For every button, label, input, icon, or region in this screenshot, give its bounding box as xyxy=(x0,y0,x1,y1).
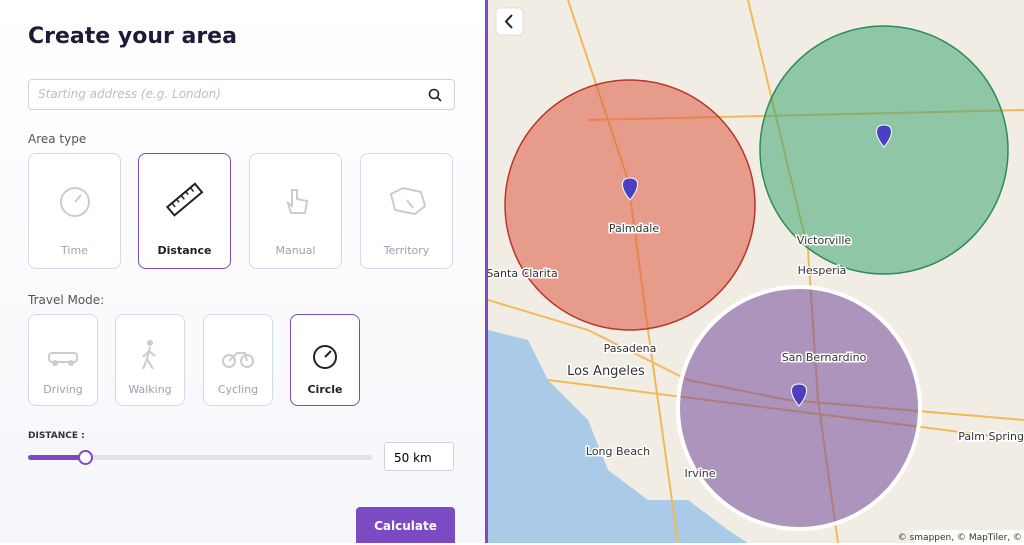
attribution: © smappen, © MapTiler, © xyxy=(898,533,1022,543)
map-label: Santa Clarita xyxy=(488,267,558,280)
map-label: Victorville xyxy=(797,234,852,247)
map-label: Los Angeles xyxy=(567,364,645,379)
search-input[interactable]: Starting address (e.g. London) xyxy=(28,79,455,110)
travel-mode-label: Travel Mode: xyxy=(28,293,105,307)
map-label: Long Beach xyxy=(586,445,650,458)
option-card[interactable]: Driving xyxy=(28,314,98,406)
distance-input[interactable]: 50 km xyxy=(384,442,454,471)
map-label: Palmdale xyxy=(609,222,659,235)
option-card[interactable]: Distance xyxy=(138,153,231,269)
option-card[interactable]: Time xyxy=(28,153,121,269)
map-label: Palm Springs xyxy=(958,430,1024,443)
map-label: Irvine xyxy=(684,467,715,480)
option-card[interactable]: Manual xyxy=(249,153,342,269)
option-label: Cycling xyxy=(217,383,259,396)
calculate-button[interactable]: Calculate xyxy=(356,507,455,543)
title: Create your area xyxy=(28,24,237,49)
icon xyxy=(142,340,156,370)
back-button[interactable] xyxy=(495,7,524,36)
icon xyxy=(389,186,426,216)
map[interactable]: Palmdale Santa Clarita Victorville Hesperia… xyxy=(488,0,1024,543)
icon xyxy=(48,352,78,366)
slider-fill xyxy=(28,455,85,460)
map-label: Hesperia xyxy=(798,264,847,277)
option-label: Manual xyxy=(275,244,316,257)
area-type-label: Area type xyxy=(28,132,87,146)
option-card[interactable]: Walking xyxy=(115,314,185,406)
option-label: Distance xyxy=(157,244,212,257)
option-label: Driving xyxy=(43,383,83,396)
placeholder: Starting address (e.g. London) xyxy=(38,87,221,101)
option-card[interactable]: Territory xyxy=(360,153,453,269)
icon xyxy=(165,182,203,217)
option-card[interactable]: Cycling xyxy=(203,314,273,406)
slider-track[interactable] xyxy=(28,455,372,460)
icon xyxy=(222,352,254,368)
option-card[interactable]: Circle xyxy=(290,314,360,406)
icon xyxy=(313,345,337,369)
option-label: Walking xyxy=(128,383,172,396)
search-icon xyxy=(428,88,442,102)
map-label: Pasadena xyxy=(604,342,657,355)
option-label: Circle xyxy=(307,383,343,396)
option-label: Time xyxy=(61,244,88,257)
map-label: San Bernardino xyxy=(782,351,867,364)
distance-label: DISTANCE : xyxy=(28,431,85,441)
icon xyxy=(285,189,308,214)
side-panel: Create your area Starting address (e.g. … xyxy=(0,0,488,543)
icon xyxy=(59,187,90,217)
slider-knob[interactable] xyxy=(78,450,93,465)
option-label: Territory xyxy=(383,244,430,257)
